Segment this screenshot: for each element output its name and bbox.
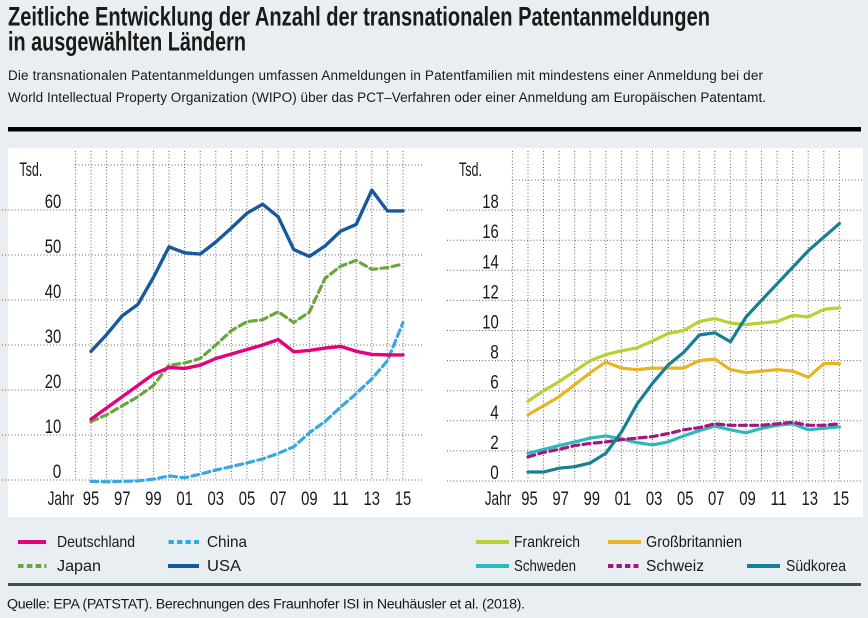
svg-text:09: 09	[301, 489, 318, 510]
svg-text:14: 14	[482, 252, 499, 273]
svg-text:in ausgewählten Ländern: in ausgewählten Ländern	[8, 27, 246, 57]
svg-text:Schweiz: Schweiz	[646, 558, 704, 575]
svg-text:20: 20	[45, 372, 62, 393]
svg-text:12: 12	[482, 282, 499, 303]
svg-text:Jahr: Jahr	[485, 489, 512, 510]
svg-text:2: 2	[490, 433, 499, 454]
svg-text:0: 0	[53, 462, 62, 483]
svg-text:0: 0	[490, 463, 499, 484]
svg-text:01: 01	[615, 489, 632, 510]
svg-text:99: 99	[145, 489, 162, 510]
svg-text:Zeitliche Entwicklung der Anza: Zeitliche Entwicklung der Anzahl der tra…	[8, 2, 710, 32]
svg-text:Quelle: EPA (PATSTAT). Berechn: Quelle: EPA (PATSTAT). Berechnungen des …	[7, 597, 525, 613]
svg-text:07: 07	[708, 489, 725, 510]
svg-text:15: 15	[833, 489, 850, 510]
svg-text:USA: USA	[207, 558, 241, 575]
svg-text:China: China	[207, 534, 247, 551]
svg-text:13: 13	[364, 489, 381, 510]
svg-text:Die transnationalen Patentanme: Die transnationalen Patentanmeldungen um…	[8, 68, 764, 83]
svg-text:16: 16	[482, 222, 499, 243]
svg-text:Schweden: Schweden	[514, 558, 576, 575]
svg-text:Japan: Japan	[57, 558, 101, 575]
svg-text:Jahr: Jahr	[48, 489, 75, 510]
svg-text:Frankreich: Frankreich	[514, 534, 580, 551]
svg-text:8: 8	[490, 343, 499, 364]
svg-text:13: 13	[802, 489, 819, 510]
svg-text:Deutschland: Deutschland	[57, 534, 135, 551]
svg-text:30: 30	[45, 327, 62, 348]
svg-text:05: 05	[677, 489, 694, 510]
svg-text:11: 11	[770, 489, 787, 510]
svg-text:07: 07	[270, 489, 287, 510]
svg-text:40: 40	[45, 282, 62, 303]
svg-text:Südkorea: Südkorea	[786, 558, 846, 575]
svg-text:03: 03	[646, 489, 663, 510]
svg-text:95: 95	[83, 489, 100, 510]
svg-text:05: 05	[239, 489, 256, 510]
svg-text:10: 10	[45, 417, 62, 438]
svg-text:60: 60	[45, 192, 62, 213]
svg-text:11: 11	[332, 489, 349, 510]
svg-text:Tsd.: Tsd.	[459, 160, 482, 181]
svg-text:03: 03	[208, 489, 225, 510]
svg-text:15: 15	[395, 489, 412, 510]
svg-text:4: 4	[490, 403, 499, 424]
svg-text:50: 50	[45, 237, 62, 258]
svg-text:World Intellectual Property Or: World Intellectual Property Organization…	[8, 90, 766, 105]
svg-text:Tsd.: Tsd.	[19, 160, 42, 181]
svg-text:97: 97	[114, 489, 131, 510]
svg-text:97: 97	[552, 489, 569, 510]
svg-text:6: 6	[490, 373, 499, 394]
svg-text:95: 95	[521, 489, 538, 510]
svg-text:09: 09	[739, 489, 756, 510]
svg-text:18: 18	[482, 192, 499, 213]
svg-text:Großbritannien: Großbritannien	[646, 534, 742, 551]
svg-text:99: 99	[584, 489, 601, 510]
svg-text:01: 01	[176, 489, 193, 510]
svg-text:10: 10	[482, 313, 499, 334]
